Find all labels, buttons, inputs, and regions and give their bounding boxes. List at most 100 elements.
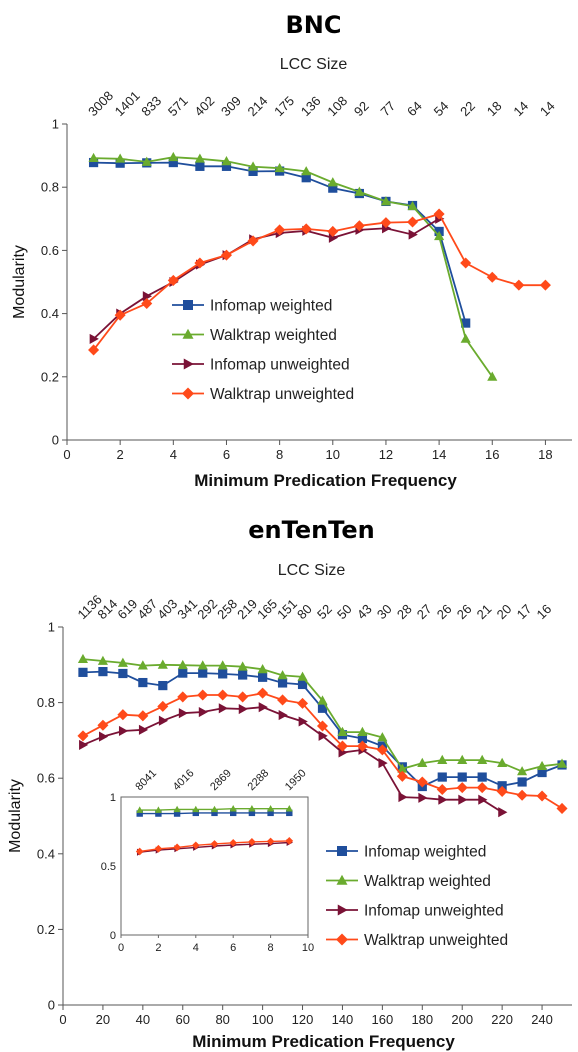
point-infomap-weighted xyxy=(357,733,368,744)
top-tick-label: 3008 xyxy=(85,88,116,119)
legend-item-walktrap-unweighted: Walktrap unweighted xyxy=(172,386,354,403)
x-tick-label: 18 xyxy=(538,447,552,462)
legend-item-infomap-weighted: Infomap weighted xyxy=(326,844,486,861)
line-infomap-unweighted xyxy=(82,706,503,813)
inset-point-walktrap-weighted xyxy=(136,806,144,813)
point-walktrap-unweighted xyxy=(396,770,408,782)
point-walktrap-unweighted xyxy=(539,279,551,291)
inset-point-walktrap-unweighted xyxy=(173,843,181,852)
top-tick-label: 1401 xyxy=(112,88,143,119)
legend-label: Infomap unweighted xyxy=(364,903,504,920)
legend-marker xyxy=(182,387,194,400)
point-infomap-unweighted xyxy=(198,706,209,718)
inset-point-walktrap-unweighted xyxy=(154,844,163,853)
legend-item-walktrap-unweighted: Walktrap unweighted xyxy=(326,932,508,949)
point-infomap-unweighted xyxy=(79,739,89,750)
point-walktrap-unweighted xyxy=(274,224,286,236)
top-tick-label: 43 xyxy=(354,601,375,622)
x-tick-label: 120 xyxy=(292,1012,314,1027)
point-walktrap-weighted xyxy=(434,230,445,241)
top-tick-label: 54 xyxy=(431,98,452,119)
y-tick-label: 0.6 xyxy=(41,243,59,258)
top-tick-label: 26 xyxy=(434,601,455,622)
point-infomap-weighted xyxy=(301,173,311,183)
point-walktrap-weighted xyxy=(301,166,312,176)
point-walktrap-weighted xyxy=(517,766,528,776)
point-walktrap-weighted xyxy=(168,151,179,162)
point-infomap-weighted xyxy=(248,166,258,176)
point-infomap-unweighted xyxy=(478,794,488,805)
point-walktrap-weighted xyxy=(77,653,89,664)
inset-point-walktrap-unweighted xyxy=(135,847,144,856)
point-infomap-unweighted xyxy=(398,792,408,803)
point-infomap-weighted xyxy=(168,157,178,168)
point-infomap-weighted xyxy=(78,667,88,677)
point-walktrap-unweighted xyxy=(300,223,312,235)
top-axis-label: LCC Size xyxy=(280,56,348,73)
point-infomap-unweighted xyxy=(408,229,418,240)
top-tick-label: 30 xyxy=(374,601,395,622)
point-walktrap-unweighted xyxy=(436,784,448,796)
point-walktrap-weighted xyxy=(277,670,288,680)
top-tick-label: 17 xyxy=(514,601,535,622)
point-walktrap-weighted xyxy=(197,660,208,670)
line-walktrap-unweighted xyxy=(92,213,546,351)
point-infomap-unweighted xyxy=(218,703,228,714)
point-walktrap-unweighted xyxy=(197,689,209,701)
point-walktrap-unweighted xyxy=(327,225,339,237)
x-tick-label: 8 xyxy=(276,447,283,462)
point-infomap-unweighted xyxy=(498,807,508,818)
legend: Infomap weighted Walktrap weighted Infomap… xyxy=(326,844,508,949)
inset-point-walktrap-unweighted xyxy=(266,837,275,846)
chart-title: BNC xyxy=(286,11,342,39)
point-walktrap-unweighted xyxy=(353,220,365,232)
top-tick-label: 92 xyxy=(351,98,372,119)
point-walktrap-weighted xyxy=(117,657,128,667)
point-walktrap-unweighted xyxy=(177,691,189,703)
point-infomap-weighted xyxy=(98,667,108,677)
point-infomap-weighted xyxy=(198,668,208,678)
top-tick-label: 214 xyxy=(245,93,271,119)
series-walktrap-weighted xyxy=(77,653,568,776)
inset-series-walktrap-unweighted xyxy=(135,837,294,856)
point-walktrap-unweighted xyxy=(141,297,153,310)
point-walktrap-weighted xyxy=(417,757,428,767)
point-walktrap-weighted xyxy=(357,726,368,736)
inset-point-walktrap-unweighted xyxy=(248,838,256,846)
point-infomap-unweighted xyxy=(278,710,288,721)
point-walktrap-unweighted xyxy=(513,279,525,291)
legend-item-infomap-weighted: Infomap weighted xyxy=(172,298,332,315)
point-walktrap-unweighted xyxy=(407,216,419,228)
point-infomap-weighted xyxy=(517,777,527,787)
inset-point-infomap-weighted xyxy=(136,810,143,817)
y-tick-label: 1 xyxy=(48,620,55,635)
point-walktrap-weighted xyxy=(115,153,126,163)
inset-point-infomap-weighted xyxy=(248,809,256,817)
point-infomap-weighted xyxy=(178,668,188,678)
point-walktrap-weighted xyxy=(217,660,228,670)
point-walktrap-unweighted xyxy=(167,274,179,286)
point-walktrap-weighted xyxy=(354,186,365,196)
x-tick-label: 0 xyxy=(59,1012,66,1027)
top-tick-label: 50 xyxy=(334,601,355,622)
legend: Infomap weighted Walktrap weighted Infomap… xyxy=(172,298,354,403)
point-infomap-unweighted xyxy=(258,702,268,713)
top-axis-label: LCC Size xyxy=(278,562,346,579)
legend-label: Walktrap unweighted xyxy=(364,932,508,949)
point-infomap-weighted xyxy=(437,772,447,782)
point-walktrap-unweighted xyxy=(277,694,289,706)
point-infomap-weighted xyxy=(461,318,471,328)
point-infomap-unweighted xyxy=(458,794,468,805)
inset-top-tick-label: 1950 xyxy=(283,767,309,793)
legend-item-infomap-unweighted: Infomap unweighted xyxy=(326,903,504,920)
inset-point-infomap-weighted xyxy=(192,809,199,817)
inset-y-tick-label: 0 xyxy=(110,930,116,942)
point-walktrap-weighted xyxy=(460,333,471,343)
inset-point-walktrap-unweighted xyxy=(210,840,219,848)
point-infomap-unweighted xyxy=(99,731,109,742)
point-infomap-unweighted xyxy=(118,725,129,737)
point-walktrap-unweighted xyxy=(137,710,149,722)
inset-point-infomap-weighted xyxy=(230,809,237,817)
point-infomap-weighted xyxy=(477,772,487,782)
point-infomap-unweighted xyxy=(89,333,99,344)
